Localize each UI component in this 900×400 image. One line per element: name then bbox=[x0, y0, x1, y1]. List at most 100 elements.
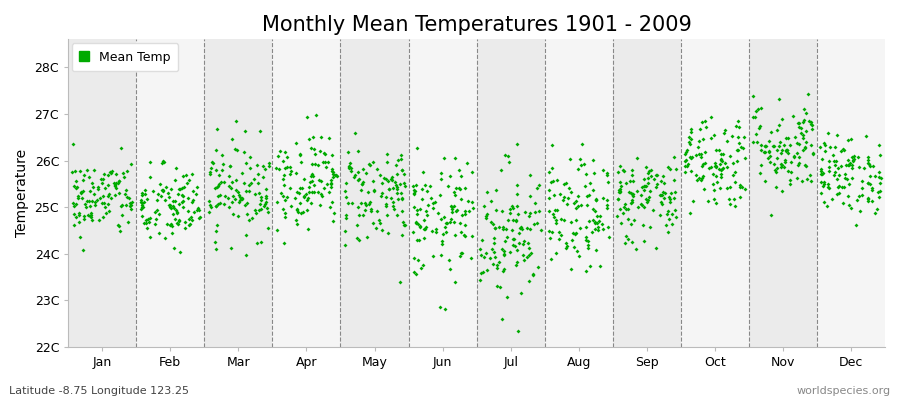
Point bbox=[217, 201, 231, 208]
Bar bbox=[749, 39, 817, 347]
Point bbox=[103, 169, 117, 175]
Point bbox=[448, 155, 463, 161]
Point bbox=[641, 197, 655, 203]
Point bbox=[382, 230, 396, 237]
Point bbox=[641, 175, 655, 181]
Point bbox=[626, 193, 640, 199]
Point bbox=[770, 165, 785, 171]
Point bbox=[304, 189, 319, 195]
Point bbox=[214, 152, 229, 158]
Point bbox=[821, 130, 835, 137]
Point bbox=[172, 216, 186, 223]
Point bbox=[814, 178, 829, 185]
Point bbox=[453, 253, 467, 259]
Point bbox=[426, 252, 440, 259]
Point bbox=[610, 213, 625, 219]
Point bbox=[613, 162, 627, 169]
Point bbox=[474, 236, 489, 243]
Point bbox=[546, 178, 561, 184]
Point bbox=[634, 202, 649, 208]
Point bbox=[831, 165, 845, 172]
Point bbox=[627, 216, 642, 223]
Point bbox=[171, 186, 185, 192]
Point bbox=[235, 170, 249, 176]
Point bbox=[596, 195, 610, 202]
Point bbox=[454, 196, 468, 202]
Point bbox=[696, 136, 710, 142]
Point bbox=[415, 196, 429, 202]
Point bbox=[861, 161, 876, 168]
Point bbox=[284, 203, 298, 209]
Point bbox=[555, 197, 570, 203]
Point bbox=[779, 147, 794, 154]
Point bbox=[775, 147, 789, 154]
Point bbox=[865, 187, 879, 194]
Point bbox=[247, 176, 261, 182]
Point bbox=[658, 222, 672, 228]
Point bbox=[546, 211, 561, 217]
Point bbox=[814, 171, 828, 177]
Point bbox=[94, 180, 109, 186]
Point bbox=[156, 158, 170, 164]
Point bbox=[124, 202, 139, 208]
Point bbox=[327, 210, 341, 216]
Point bbox=[230, 213, 245, 219]
Point bbox=[549, 250, 563, 256]
Point bbox=[691, 138, 706, 144]
Point bbox=[453, 219, 467, 226]
Point bbox=[775, 162, 789, 168]
Point bbox=[300, 114, 314, 120]
Point bbox=[108, 182, 122, 189]
Point bbox=[193, 207, 207, 214]
Point bbox=[697, 186, 711, 193]
Point bbox=[864, 198, 878, 204]
Point bbox=[728, 169, 742, 176]
Point bbox=[244, 180, 258, 186]
Point bbox=[229, 118, 243, 124]
Point bbox=[641, 170, 655, 176]
Point bbox=[872, 174, 886, 180]
Point bbox=[82, 174, 96, 180]
Point bbox=[704, 163, 718, 170]
Point bbox=[796, 147, 811, 153]
Point bbox=[356, 166, 371, 172]
Point bbox=[308, 161, 322, 168]
Point bbox=[140, 196, 154, 202]
Point bbox=[730, 147, 744, 154]
Point bbox=[442, 257, 456, 264]
Point bbox=[289, 170, 303, 176]
Point bbox=[579, 237, 593, 243]
Point bbox=[826, 152, 841, 158]
Point bbox=[456, 232, 471, 238]
Point bbox=[209, 203, 223, 209]
Point bbox=[662, 196, 677, 202]
Point bbox=[71, 218, 86, 225]
Point bbox=[581, 192, 596, 198]
Point bbox=[242, 165, 256, 171]
Point bbox=[436, 241, 450, 247]
Point bbox=[209, 228, 223, 234]
Point bbox=[517, 238, 531, 244]
Point bbox=[226, 193, 240, 199]
Point bbox=[96, 193, 111, 200]
Point bbox=[398, 183, 412, 190]
Point bbox=[618, 240, 633, 246]
Point bbox=[788, 134, 802, 140]
Point bbox=[258, 193, 273, 199]
Point bbox=[377, 175, 392, 181]
Point bbox=[564, 219, 579, 226]
Point bbox=[479, 213, 493, 219]
Point bbox=[351, 236, 365, 243]
Point bbox=[202, 209, 217, 216]
Point bbox=[814, 168, 828, 174]
Point bbox=[545, 165, 560, 171]
Point bbox=[453, 186, 467, 192]
Point bbox=[356, 211, 371, 218]
Point bbox=[339, 193, 354, 200]
Point bbox=[841, 137, 855, 144]
Point bbox=[821, 180, 835, 187]
Point bbox=[796, 132, 810, 138]
Point bbox=[318, 151, 332, 158]
Point bbox=[393, 156, 408, 162]
Point bbox=[202, 169, 217, 175]
